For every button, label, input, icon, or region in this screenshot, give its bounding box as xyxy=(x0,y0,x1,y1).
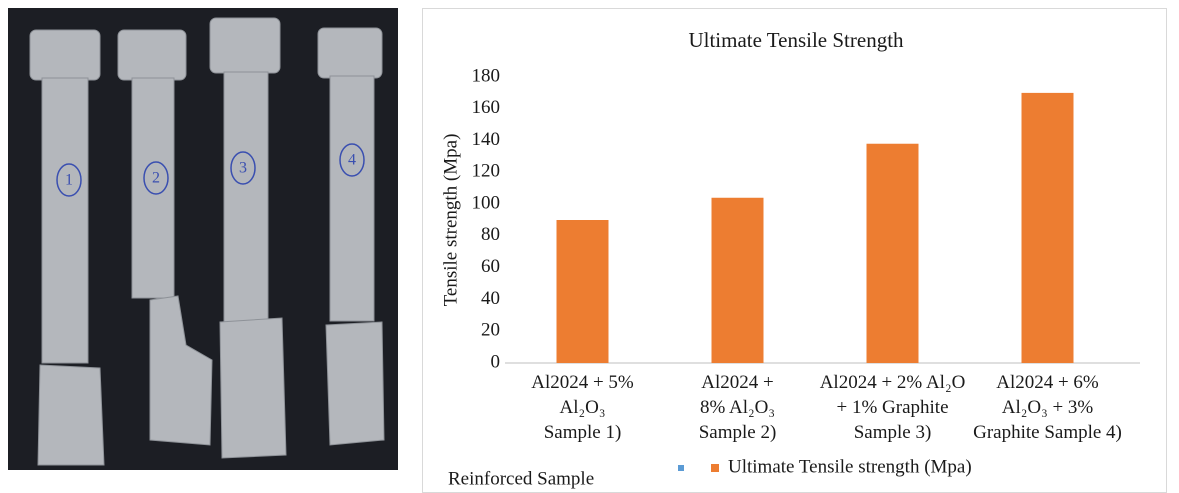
y-tick-label: 100 xyxy=(472,192,501,213)
specimen-photo: 1 2 3 4 xyxy=(8,8,398,470)
legend-marker-stray xyxy=(678,465,684,471)
y-tick-label: 40 xyxy=(481,288,500,309)
y-tick-label: 60 xyxy=(481,256,500,277)
y-tick-label: 0 xyxy=(491,351,501,372)
photo-label: 1 xyxy=(65,172,73,189)
legend-marker xyxy=(711,464,719,472)
y-axis-label: Tensile strength (Mpa) xyxy=(440,134,461,307)
figure: 1 2 3 4 Ultimate Tensile Strength Tensil… xyxy=(0,0,1179,493)
x-axis-label: Reinforced Sample xyxy=(448,468,594,489)
bar xyxy=(557,220,609,363)
bar xyxy=(712,198,764,363)
y-tick-label: 160 xyxy=(472,97,501,118)
page: 1 2 3 4 Ultimate Tensile Strength Tensil… xyxy=(0,0,1179,493)
y-tick-label: 180 xyxy=(472,65,501,86)
legend-label: Ultimate Tensile strength (Mpa) xyxy=(728,456,972,477)
y-tick-label: 140 xyxy=(472,129,501,150)
y-tick-label: 120 xyxy=(472,161,501,182)
bar xyxy=(1022,93,1074,363)
y-tick-label: 20 xyxy=(481,320,500,341)
photo-label: 3 xyxy=(239,160,247,177)
bar xyxy=(867,144,919,363)
y-tick-label: 80 xyxy=(481,224,500,245)
photo-label: 2 xyxy=(152,170,160,187)
chart-title: Ultimate Tensile Strength xyxy=(688,28,904,52)
photo-label: 4 xyxy=(348,152,356,169)
